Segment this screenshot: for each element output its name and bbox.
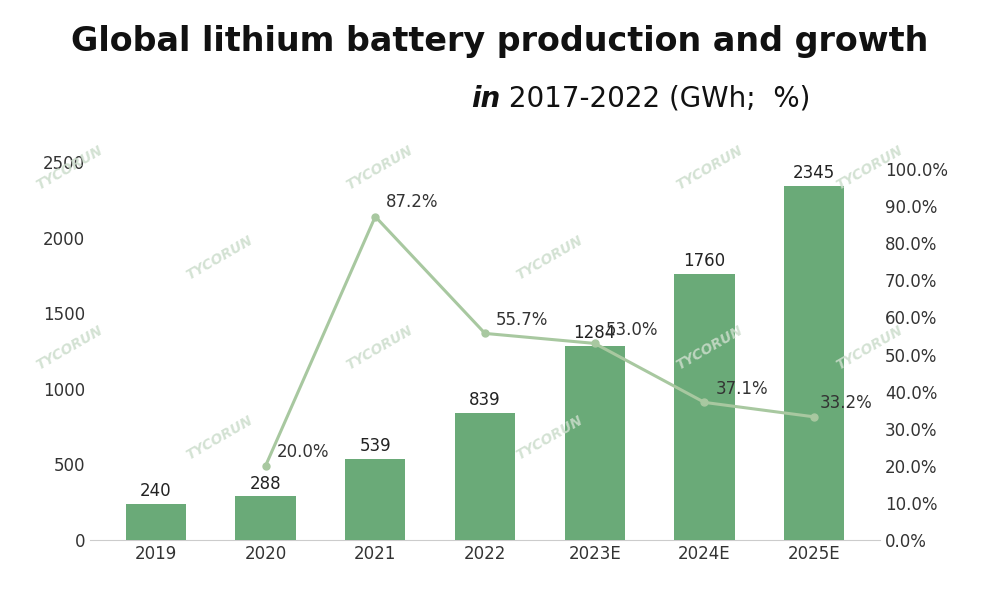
Text: TYCORUN: TYCORUN <box>674 143 746 193</box>
Bar <box>235 496 296 540</box>
Text: TYCORUN: TYCORUN <box>34 323 106 373</box>
Bar <box>565 346 625 540</box>
Text: in: in <box>471 85 500 113</box>
Text: TYCORUN: TYCORUN <box>834 143 906 193</box>
Text: TYCORUN: TYCORUN <box>514 233 586 283</box>
Text: 539: 539 <box>359 437 391 455</box>
Text: 87.2%: 87.2% <box>386 193 439 211</box>
Text: 240: 240 <box>140 482 172 500</box>
Text: 37.1%: 37.1% <box>715 380 768 398</box>
Bar <box>784 185 844 540</box>
Bar <box>126 504 186 540</box>
Text: 20.0%: 20.0% <box>277 443 329 461</box>
Text: TYCORUN: TYCORUN <box>344 323 416 373</box>
Text: 55.7%: 55.7% <box>496 311 548 329</box>
Text: TYCORUN: TYCORUN <box>674 323 746 373</box>
Text: Global lithium battery production and growth: Global lithium battery production and gr… <box>71 25 929 58</box>
Text: TYCORUN: TYCORUN <box>34 143 106 193</box>
Text: TYCORUN: TYCORUN <box>184 233 256 283</box>
Text: 1760: 1760 <box>683 252 726 270</box>
Bar <box>455 413 515 540</box>
Text: 33.2%: 33.2% <box>820 394 872 412</box>
Text: 839: 839 <box>469 391 501 409</box>
Text: 2017-2022 (GWh;  %): 2017-2022 (GWh; %) <box>500 85 810 113</box>
Text: 53.0%: 53.0% <box>606 321 658 339</box>
Bar <box>345 458 405 540</box>
Bar <box>674 274 735 540</box>
Text: TYCORUN: TYCORUN <box>514 413 586 463</box>
Text: TYCORUN: TYCORUN <box>834 323 906 373</box>
Text: TYCORUN: TYCORUN <box>184 413 256 463</box>
Text: 2345: 2345 <box>793 164 835 182</box>
Text: 1284: 1284 <box>574 324 616 342</box>
Text: 288: 288 <box>250 475 281 493</box>
Text: TYCORUN: TYCORUN <box>344 143 416 193</box>
